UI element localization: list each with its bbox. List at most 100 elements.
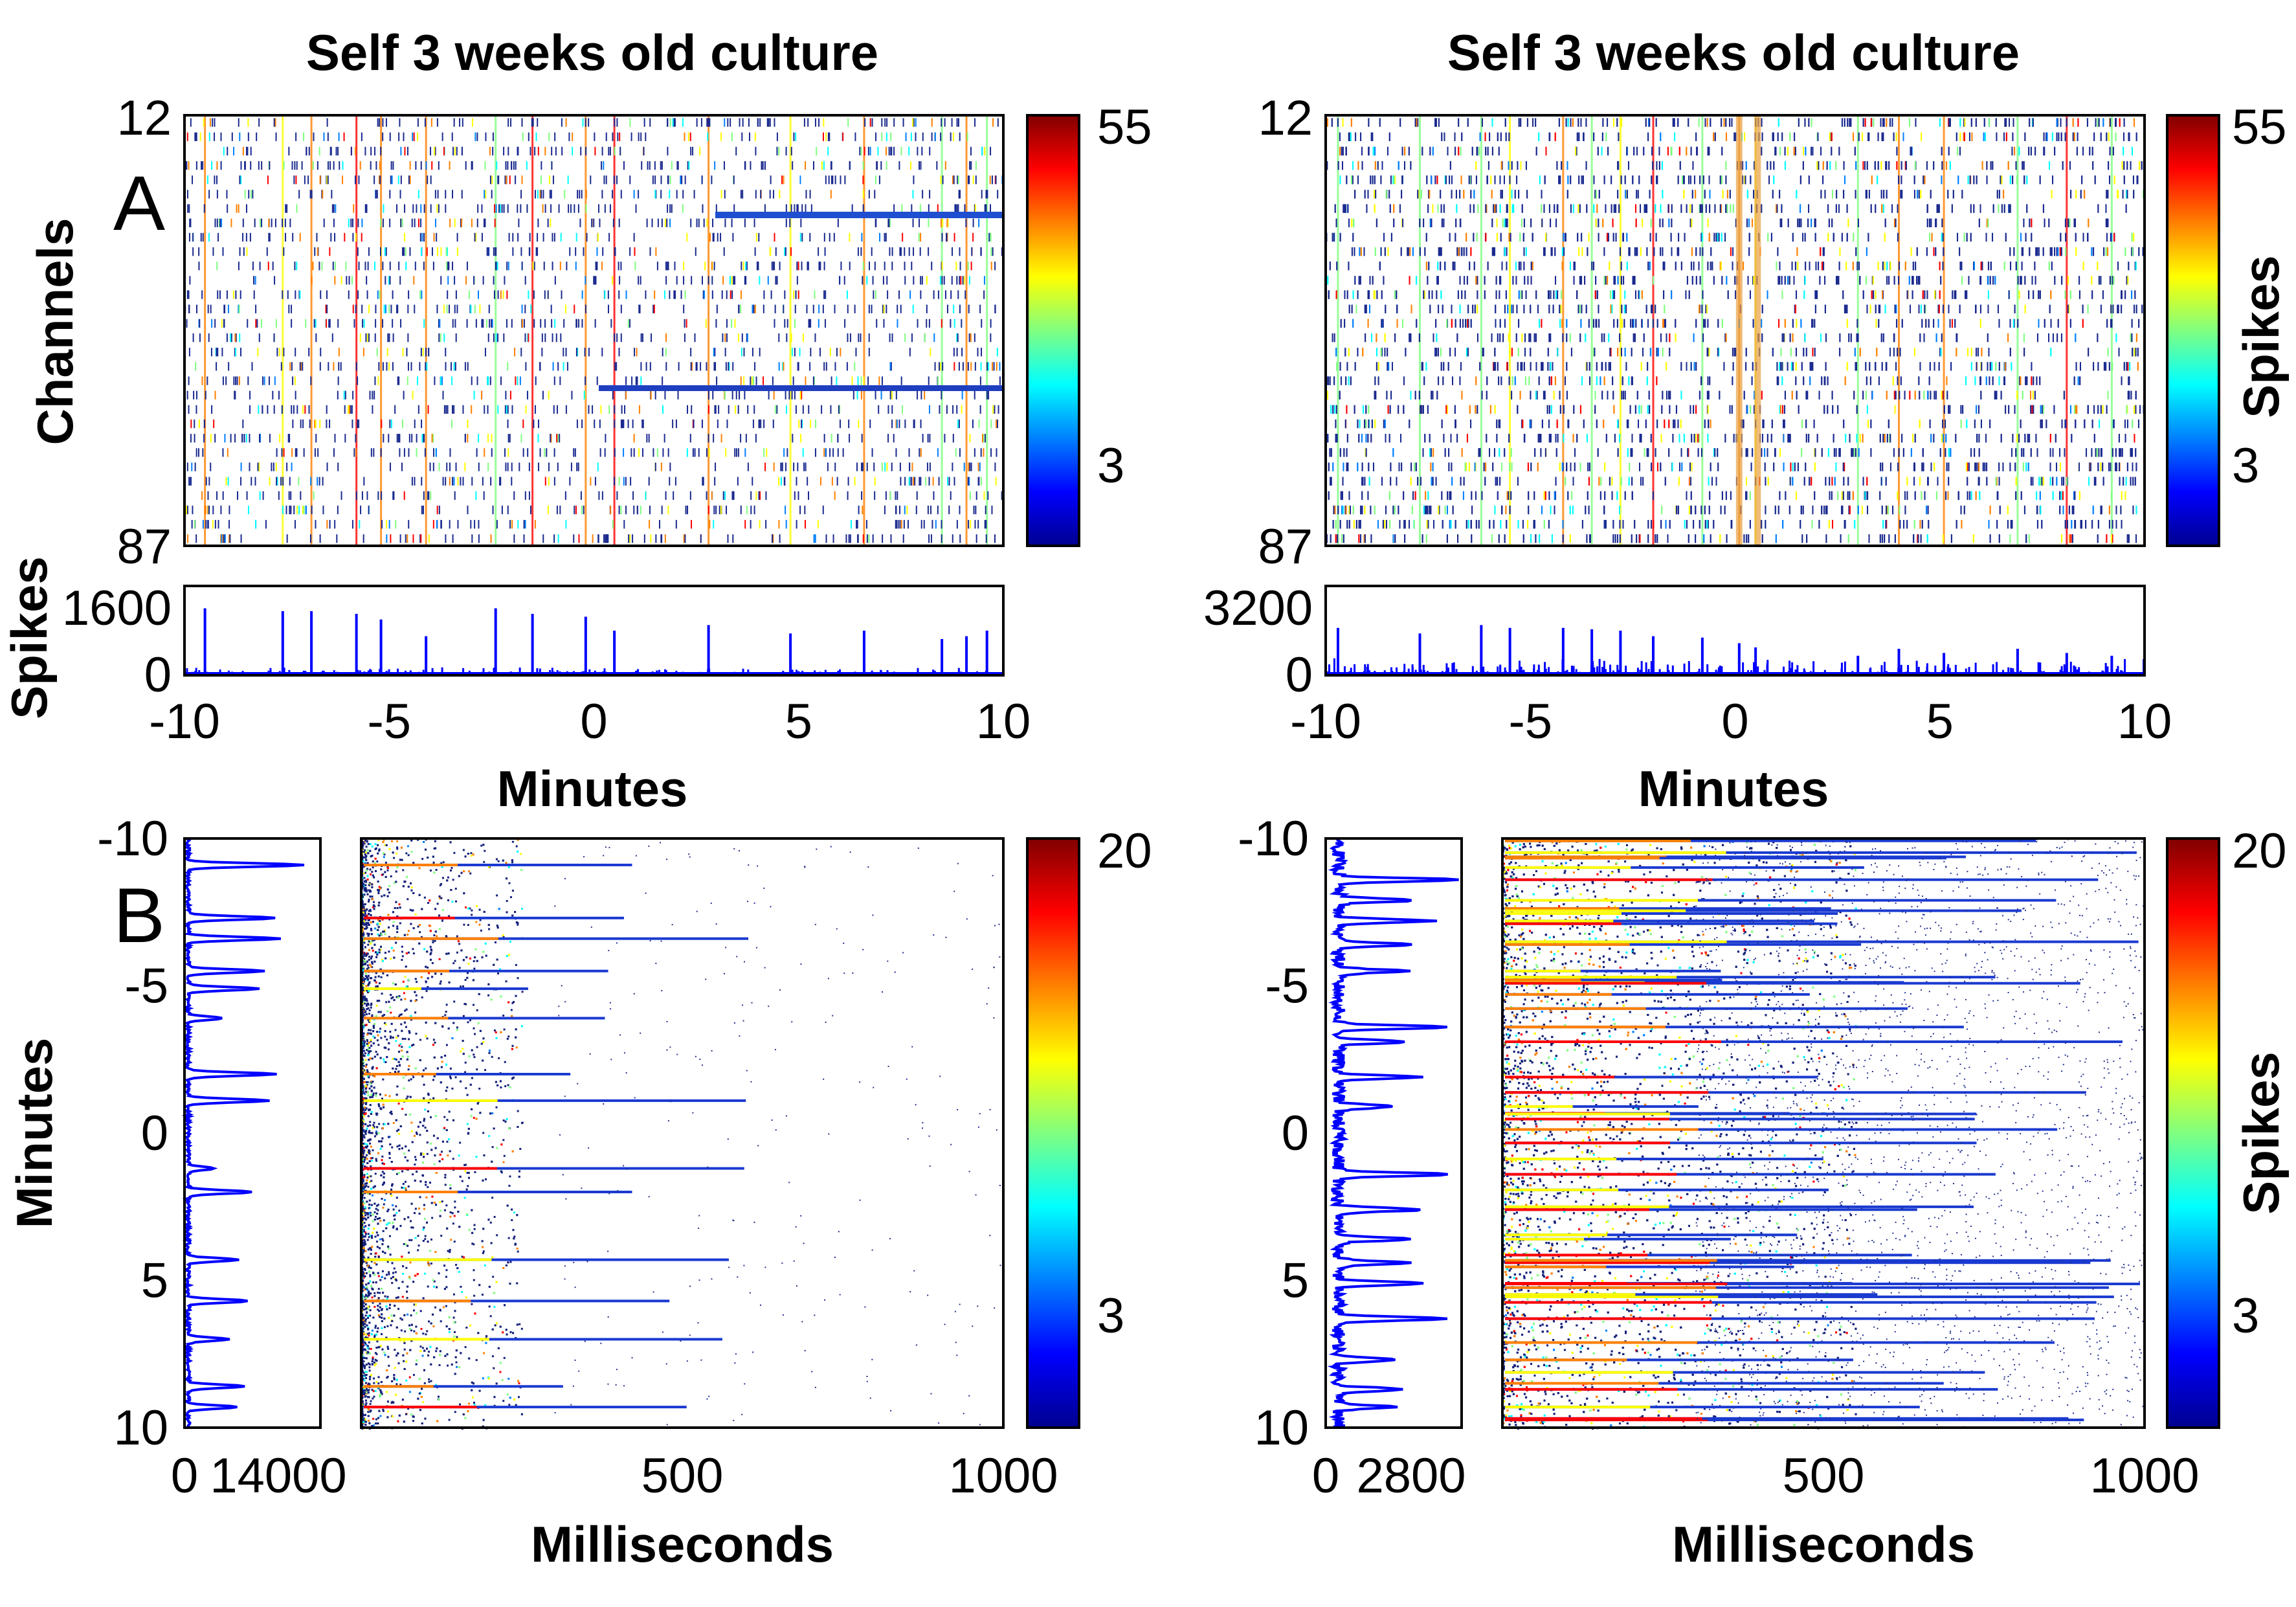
raster-spike — [619, 276, 621, 285]
raster-spike — [460, 218, 462, 227]
raster-spike — [980, 477, 982, 486]
raster-spike — [655, 534, 657, 543]
raster-spike — [794, 348, 796, 357]
raster-spike — [742, 190, 744, 199]
raster-spike — [432, 462, 434, 471]
raster-spike — [911, 477, 913, 486]
raster-spike — [289, 434, 291, 443]
raster-spike — [247, 132, 249, 141]
raster-spike — [619, 146, 621, 156]
raster-spike — [237, 491, 239, 500]
raster-spike — [915, 118, 917, 127]
raster-spike — [964, 290, 966, 299]
raster-spike — [887, 290, 889, 299]
raster-spike — [970, 462, 972, 471]
raster-spike — [385, 304, 386, 313]
raster-spike — [616, 118, 618, 127]
raster-spike — [247, 146, 249, 156]
raster-spike — [771, 262, 773, 271]
raster-spike — [614, 405, 616, 414]
raster-spike — [681, 175, 683, 185]
raster-spike — [518, 218, 520, 227]
raster-spike — [745, 434, 747, 443]
raster-spike — [366, 491, 368, 500]
raster-spike — [913, 419, 915, 429]
raster-spike — [436, 118, 438, 127]
raster-spike — [447, 290, 449, 299]
raster-spike — [939, 362, 941, 371]
raster-spike — [188, 376, 190, 385]
raster-spike — [816, 146, 818, 156]
raster-spike — [899, 247, 901, 256]
raster-spike — [250, 146, 252, 156]
raster-spike — [673, 491, 674, 500]
raster-spike — [596, 376, 598, 385]
raster-spike — [992, 362, 994, 371]
raster-spike — [351, 419, 353, 429]
raster-spike — [968, 276, 970, 285]
raster-spike — [757, 262, 759, 271]
raster-spike — [310, 477, 312, 486]
raster-spike — [712, 390, 714, 399]
raster-spike — [667, 204, 669, 213]
raster-spike — [755, 190, 757, 199]
raster-spike — [961, 319, 963, 328]
raster-spike — [798, 419, 800, 429]
raster-spike — [240, 534, 242, 543]
raster-spike — [222, 534, 224, 543]
raster-spike — [724, 190, 726, 199]
raster-spike — [359, 161, 361, 170]
raster-spike — [272, 390, 274, 399]
raster-spike — [778, 477, 780, 486]
raster-spike — [506, 175, 507, 185]
raster-spike — [784, 319, 786, 328]
raster-spike — [724, 348, 726, 357]
raster-spike — [430, 146, 432, 156]
raster-spike — [459, 118, 461, 127]
raster-spike — [279, 434, 281, 443]
raster-spike — [985, 520, 987, 529]
raster-spike — [975, 505, 977, 515]
raster-spike — [908, 477, 910, 486]
raster-spike — [748, 132, 750, 141]
raster-spike — [570, 462, 572, 471]
raster-spike — [885, 491, 887, 500]
raster-spike — [428, 491, 430, 500]
raster-spike — [521, 262, 523, 271]
raster-spike — [649, 118, 651, 127]
raster-spike — [537, 146, 539, 156]
raster-spike — [994, 462, 996, 471]
raster-spike — [312, 161, 314, 170]
raster-spike — [684, 333, 685, 343]
raster-spike — [805, 520, 807, 529]
raster-spike — [691, 520, 693, 529]
raster-spike — [797, 262, 799, 271]
raster-spike — [902, 534, 904, 543]
raster-spike — [667, 448, 669, 457]
raster-spike — [579, 190, 581, 199]
raster-spike — [482, 276, 484, 285]
raster-spike — [873, 462, 875, 471]
raster-spike — [271, 218, 273, 227]
raster-spike — [605, 534, 607, 543]
raster-spike — [355, 304, 357, 313]
raster-spike — [303, 448, 305, 457]
raster-spike — [403, 247, 405, 256]
raster-spike — [823, 362, 825, 371]
raster-spike — [274, 218, 276, 227]
raster-spike — [408, 520, 410, 529]
raster-spike — [744, 276, 746, 285]
raster-spike — [370, 448, 372, 457]
raster-spike — [911, 462, 913, 471]
raster-spike — [206, 175, 208, 185]
raster-spike — [834, 462, 836, 471]
raster-spike — [195, 362, 197, 371]
raster-spike — [484, 348, 486, 357]
raster-spike — [198, 247, 200, 256]
raster-spike — [832, 175, 834, 185]
raster-spike — [916, 491, 918, 500]
raster-spike — [227, 448, 228, 457]
raster-spike — [289, 505, 291, 515]
raster-spike — [255, 520, 257, 529]
raster-spike — [288, 146, 290, 156]
